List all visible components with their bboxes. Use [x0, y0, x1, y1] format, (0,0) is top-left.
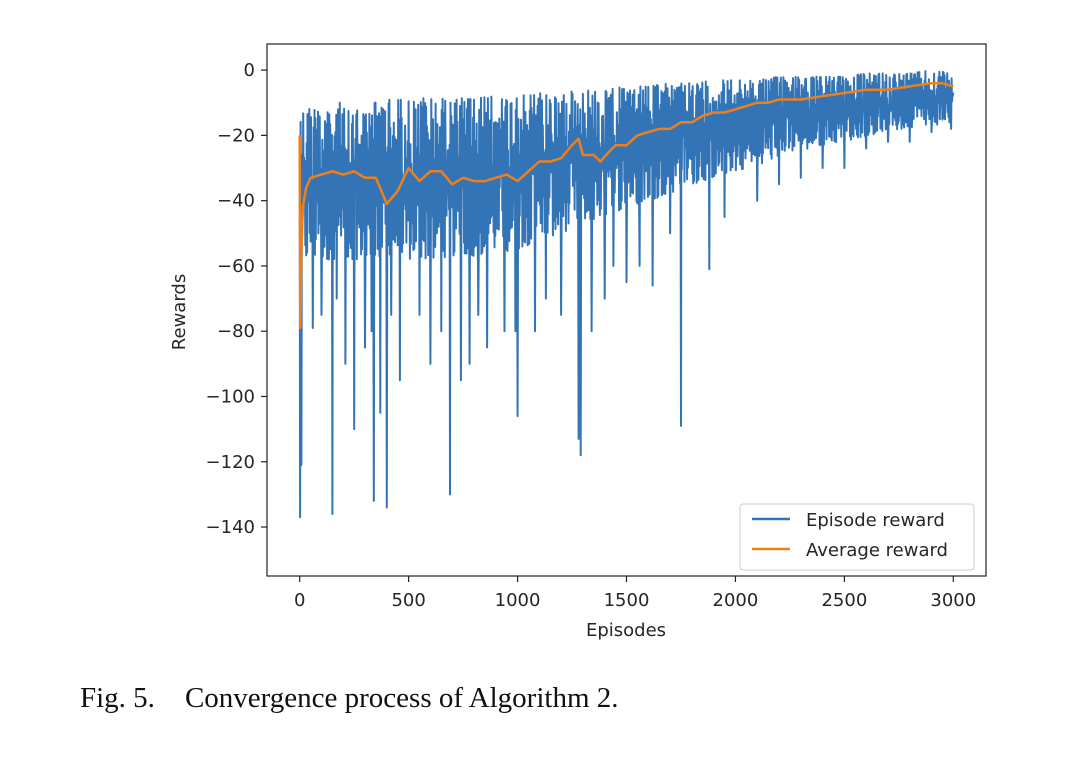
caption-text: Convergence process of Algorithm 2.	[184, 682, 619, 714]
axes: 0 500 1000 1500 2000 2500 3000 0 −20 −40 −60 −80 −10…	[206, 43, 987, 611]
figure-caption: Fig. 5. Convergence process of Algorithm …	[80, 682, 980, 715]
x-tick-label: 2500	[821, 590, 867, 611]
y-tick-label: −100	[206, 386, 255, 407]
series-average-reward-line	[298, 81, 954, 330]
x-axis-label: Episodes	[586, 620, 666, 641]
legend-label-average-reward: Average reward	[806, 540, 948, 561]
x-tick-label: 0	[294, 590, 305, 611]
legend-label-episode-reward: Episode reward	[806, 510, 945, 531]
legend-box	[739, 503, 975, 571]
x-tick-label: 2000	[713, 590, 759, 611]
y-tick-label: −120	[206, 452, 255, 473]
plot-area	[298, 70, 955, 519]
y-tick-label: −80	[217, 321, 255, 342]
caption-figure-number: Fig. 5.	[80, 682, 155, 714]
series-episode-reward-line	[298, 70, 955, 519]
convergence-chart: 0 500 1000 1500 2000 2500 3000 0 −20 −40 −60 −80 −10…	[169, 43, 987, 641]
y-tick-label: −140	[206, 517, 255, 538]
x-tick-label: 3000	[930, 590, 976, 611]
y-tick-label: −60	[217, 256, 255, 277]
x-tick-label: 500	[391, 590, 425, 611]
x-tick-label: 1500	[604, 590, 650, 611]
x-tick-label: 1000	[495, 590, 541, 611]
legend: Episode reward Average reward	[739, 503, 975, 571]
y-tick-label: −40	[217, 191, 255, 212]
y-tick-label: −20	[217, 125, 255, 146]
y-tick-label: 0	[244, 60, 255, 81]
y-axis-label: Rewards	[169, 274, 190, 350]
